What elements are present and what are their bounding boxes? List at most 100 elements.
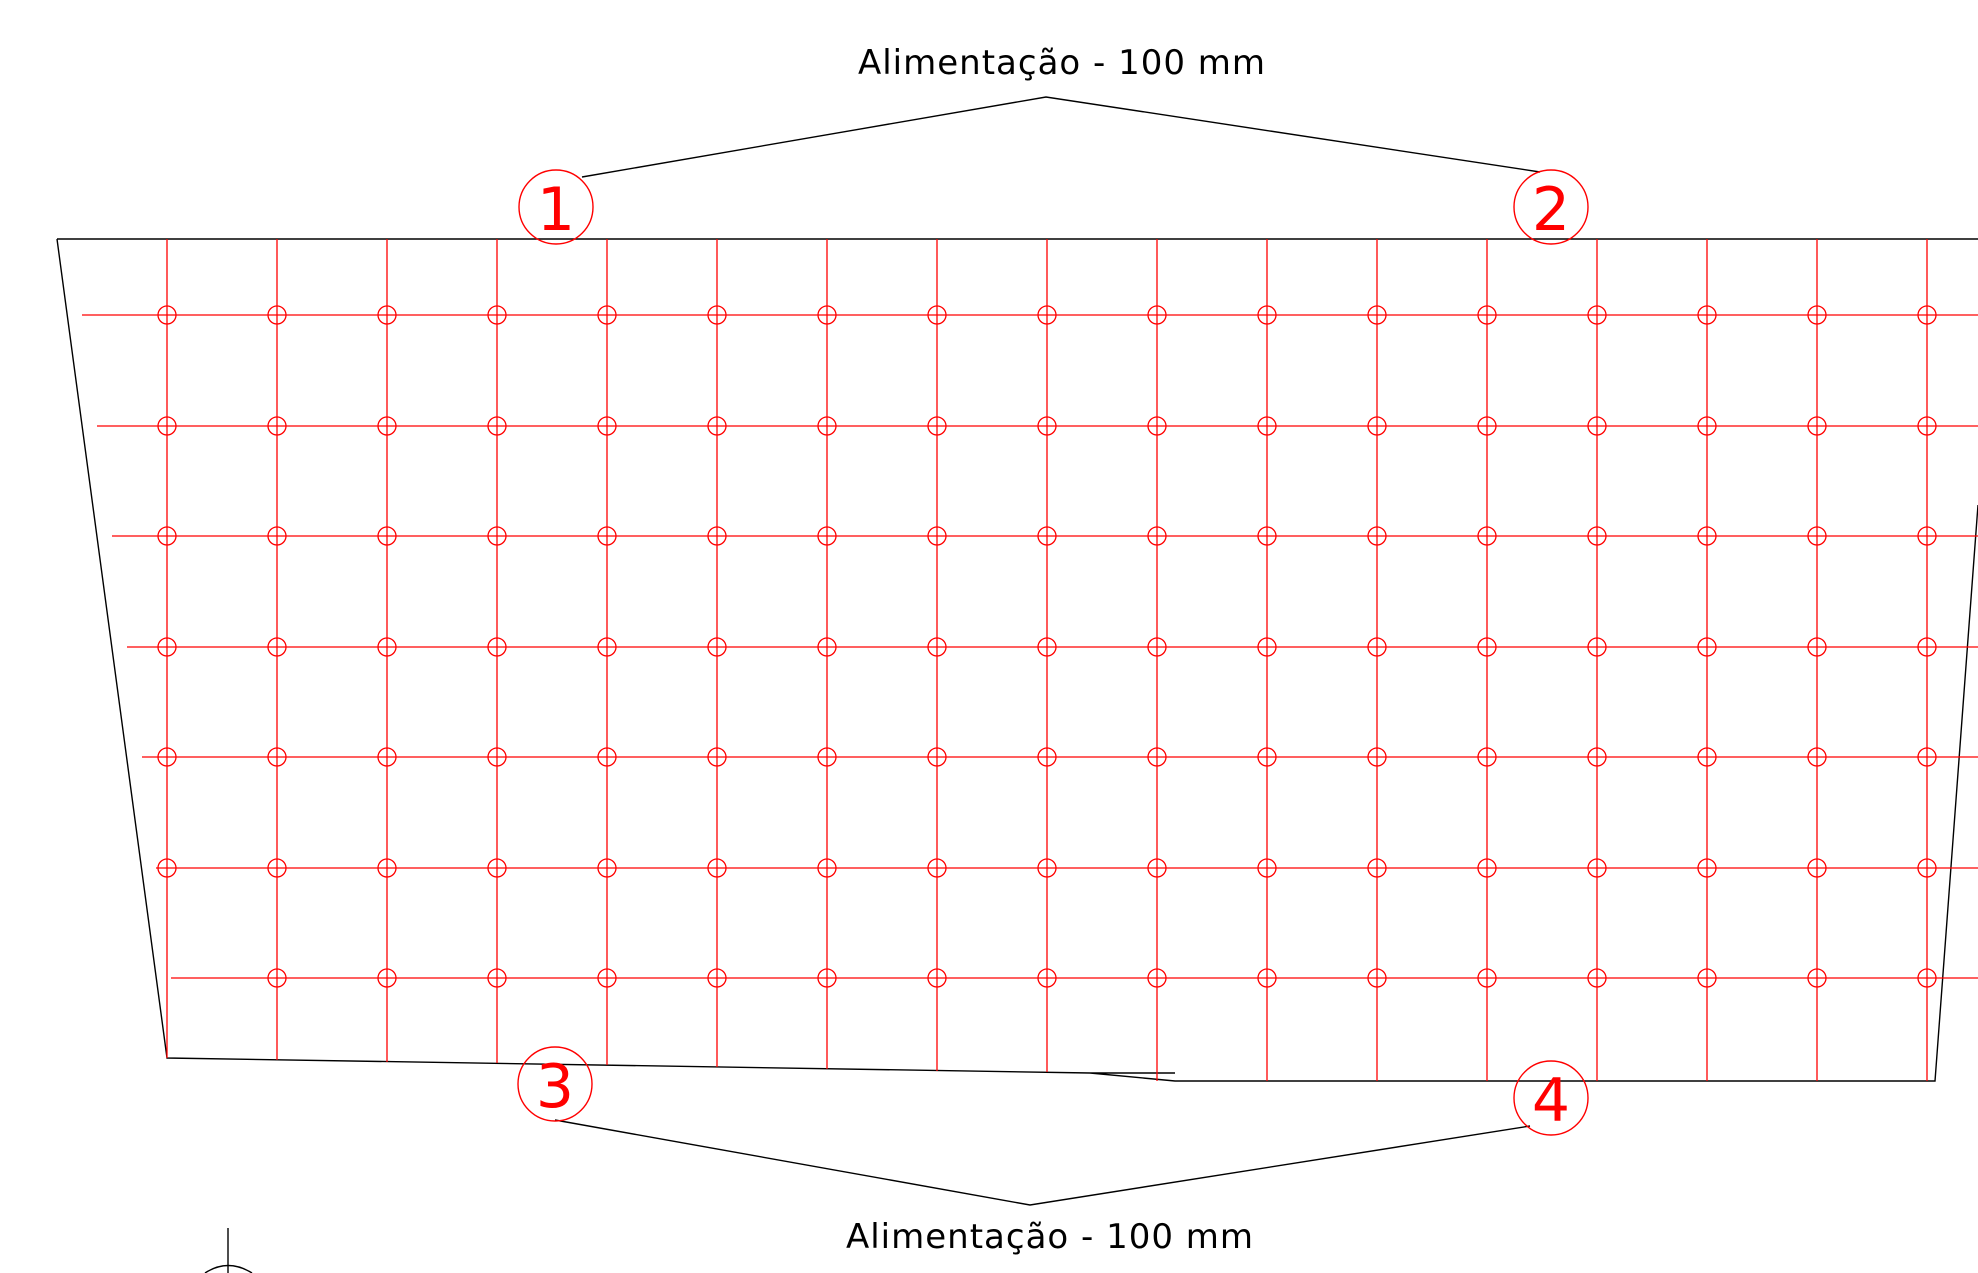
emitter-node	[707, 637, 727, 657]
emitter-node	[597, 858, 617, 878]
emitter-node	[487, 858, 507, 878]
emitter-node	[1807, 526, 1827, 546]
emitter-node	[927, 968, 947, 988]
emitter-node	[597, 747, 617, 767]
emitter-node	[1917, 416, 1937, 436]
emitter-node	[1477, 416, 1497, 436]
emitter-node	[157, 747, 177, 767]
emitter-node	[927, 858, 947, 878]
emitter-node	[1697, 416, 1717, 436]
emitter-node	[1697, 858, 1717, 878]
emitter-node	[707, 526, 727, 546]
emitter-node	[707, 305, 727, 325]
emitter-node	[597, 968, 617, 988]
inlet-number: 1	[537, 175, 575, 245]
emitter-node	[1587, 526, 1607, 546]
emitter-node	[1037, 637, 1057, 657]
emitter-node	[1917, 858, 1937, 878]
emitter-node	[487, 416, 507, 436]
emitter-node	[1257, 858, 1277, 878]
emitter-node	[157, 416, 177, 436]
emitter-node	[377, 305, 397, 325]
emitter-node	[817, 747, 837, 767]
emitter-node	[1587, 416, 1607, 436]
emitter-node	[1917, 747, 1937, 767]
emitter-node	[487, 305, 507, 325]
emitter-node	[157, 637, 177, 657]
emitter-node	[1147, 637, 1167, 657]
emitter-node	[1367, 858, 1387, 878]
emitter-node	[707, 968, 727, 988]
emitter-node	[267, 416, 287, 436]
emitter-node	[1477, 747, 1497, 767]
emitter-node	[1697, 747, 1717, 767]
emitter-node	[487, 968, 507, 988]
emitter-node	[487, 637, 507, 657]
emitter-node	[1587, 637, 1607, 657]
emitter-node	[817, 968, 837, 988]
emitter-node	[817, 305, 837, 325]
emitter-node	[707, 747, 727, 767]
top-feeder-line	[581, 96, 1541, 178]
level-marker-icon	[204, 1228, 253, 1273]
emitter-node	[377, 747, 397, 767]
bottom-feed-label: Alimentação - 100 mm	[846, 1217, 1254, 1257]
emitter-node	[597, 305, 617, 325]
emitter-node	[1037, 526, 1057, 546]
emitter-node	[1807, 747, 1827, 767]
emitter-node	[1587, 968, 1607, 988]
emitter-node	[157, 858, 177, 878]
emitter-node	[1147, 968, 1167, 988]
emitter-node	[267, 526, 287, 546]
top-feed-label: Alimentação - 100 mm	[858, 43, 1266, 83]
emitter-node	[1147, 526, 1167, 546]
inlet-number: 4	[1532, 1066, 1570, 1136]
emitter-node	[377, 416, 397, 436]
emitter-node	[1587, 858, 1607, 878]
emitter-node	[1477, 526, 1497, 546]
emitter-node	[1037, 305, 1057, 325]
emitter-node	[377, 637, 397, 657]
emitter-node	[1917, 637, 1937, 657]
emitter-node	[1587, 747, 1607, 767]
emitter-node	[267, 858, 287, 878]
inlet-number: 2	[1532, 175, 1570, 245]
emitter-node	[1367, 747, 1387, 767]
emitter-node	[817, 526, 837, 546]
emitter-node	[817, 637, 837, 657]
emitter-node	[1037, 968, 1057, 988]
emitter-node	[597, 526, 617, 546]
emitter-node	[267, 968, 287, 988]
pipe-grid	[82, 239, 1978, 1081]
emitter-node	[377, 526, 397, 546]
emitter-node	[817, 858, 837, 878]
emitter-node	[377, 858, 397, 878]
emitter-node	[597, 416, 617, 436]
emitter-node	[927, 305, 947, 325]
emitter-node	[707, 416, 727, 436]
emitter-node	[487, 747, 507, 767]
emitter-node	[1147, 416, 1167, 436]
inlet-number: 3	[536, 1052, 574, 1122]
emitter-node	[1587, 305, 1607, 325]
emitter-node	[1037, 416, 1057, 436]
emitter-node	[157, 526, 177, 546]
emitter-node	[1917, 968, 1937, 988]
emitter-node	[1257, 968, 1277, 988]
inlet-bubble-2: 2	[1513, 169, 1589, 245]
plot-outline	[56, 238, 1978, 1082]
emitter-node	[1257, 305, 1277, 325]
emitter-node	[267, 305, 287, 325]
emitter-node	[377, 968, 397, 988]
emitter-node	[1697, 637, 1717, 657]
emitter-node	[927, 416, 947, 436]
emitter-node	[1477, 305, 1497, 325]
emitter-node	[1257, 637, 1277, 657]
emitter-node	[1477, 858, 1497, 878]
emitter-node	[1257, 416, 1277, 436]
emitter-node	[1147, 747, 1167, 767]
emitter-node	[487, 526, 507, 546]
emitter-node	[707, 858, 727, 878]
emitter-node	[1147, 858, 1167, 878]
emitter-node	[817, 416, 837, 436]
